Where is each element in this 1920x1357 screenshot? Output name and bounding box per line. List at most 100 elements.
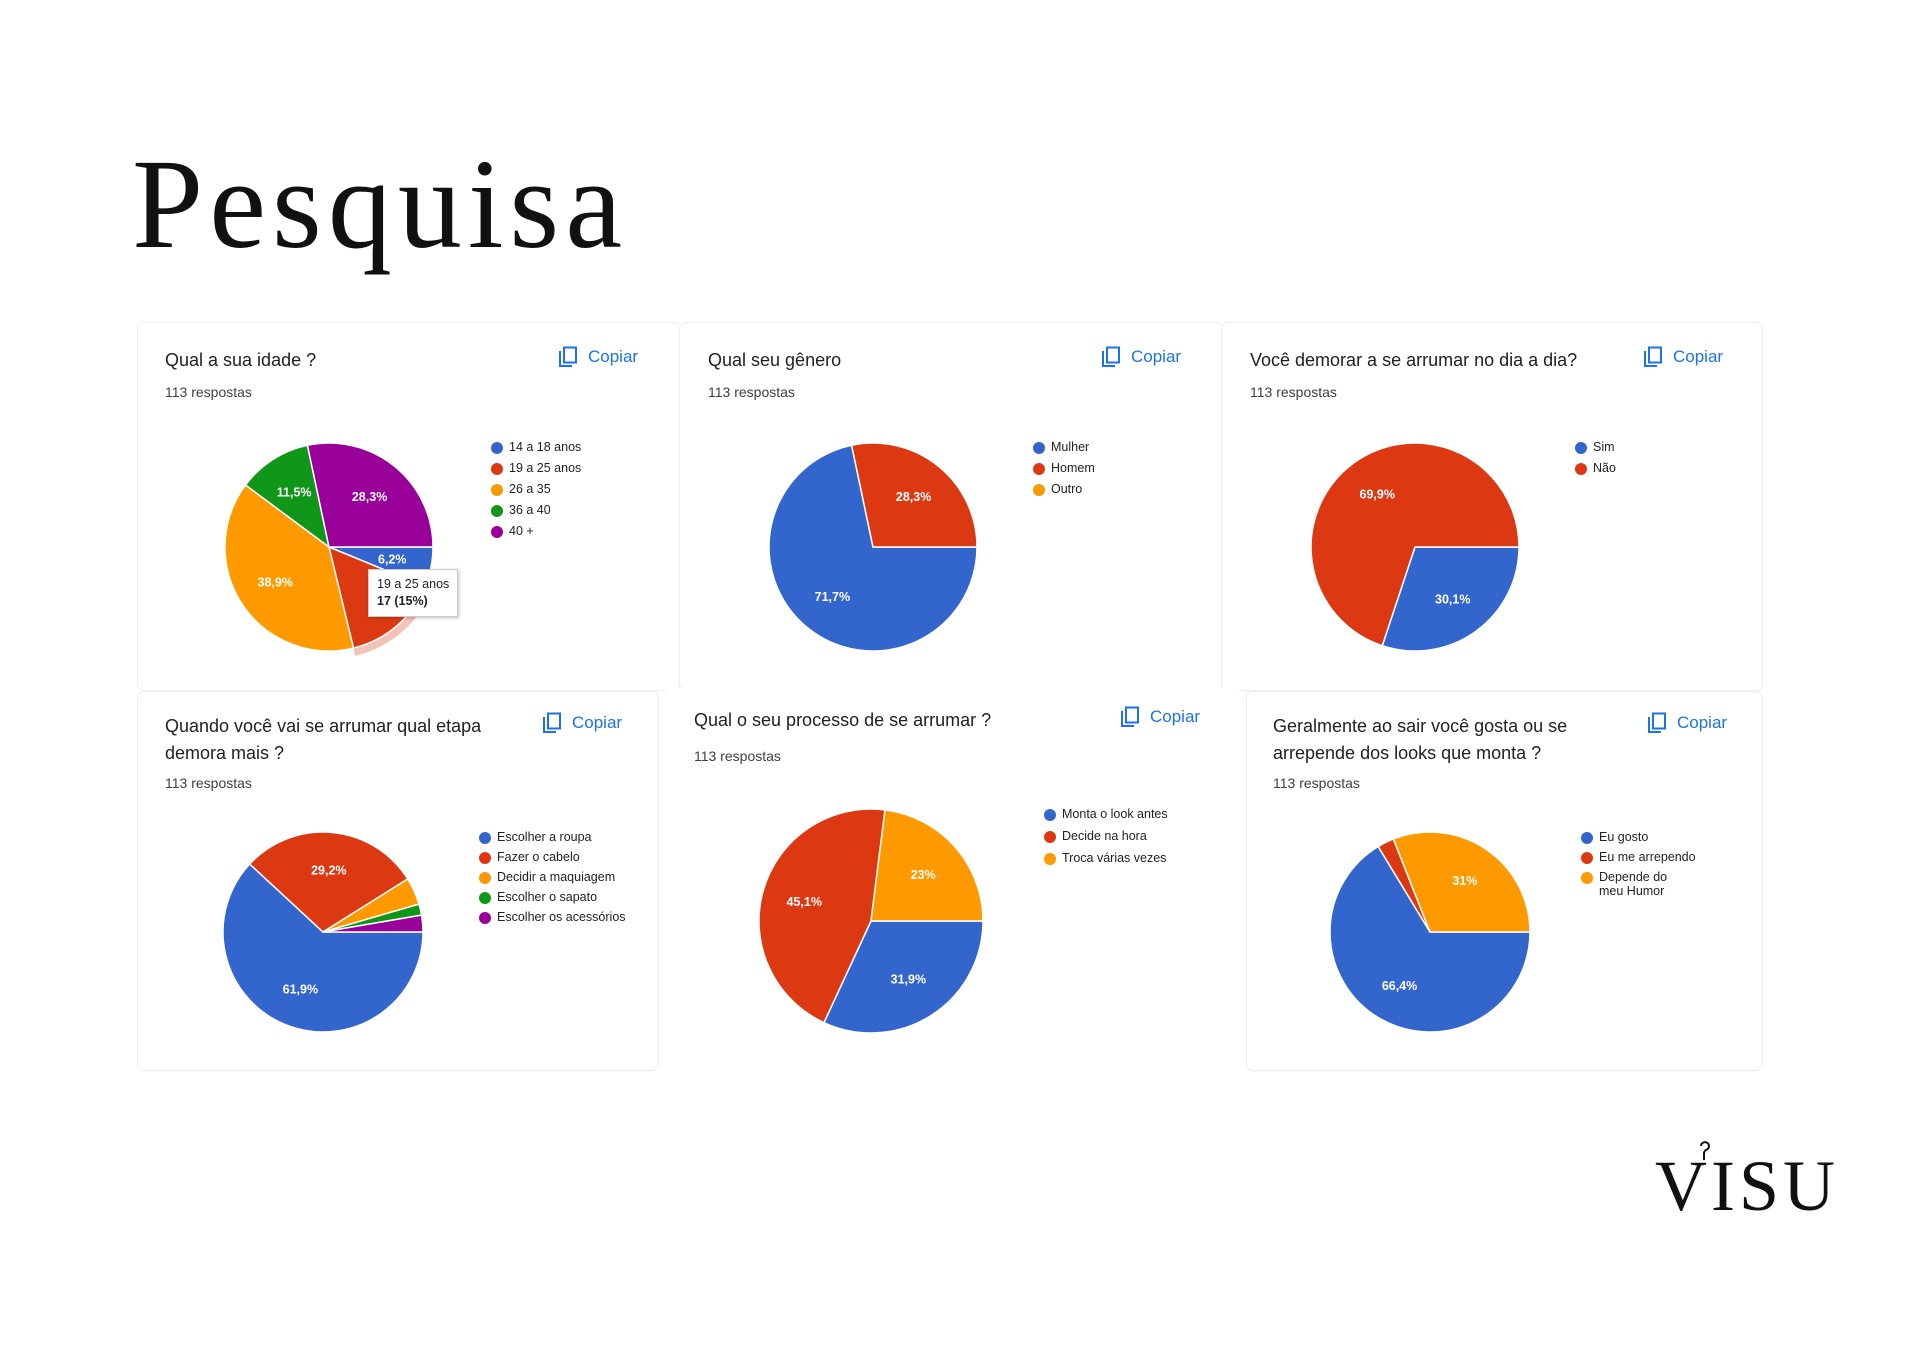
pie-slice[interactable] — [758, 808, 886, 1024]
pie-slice[interactable] — [870, 809, 984, 922]
legend-swatch — [479, 832, 491, 844]
slice-label: 31% — [1452, 874, 1477, 888]
legend-swatch — [1044, 853, 1056, 865]
response-count: 113 respostas — [694, 748, 781, 764]
legend-label: 19 a 25 anos — [509, 461, 582, 475]
legend-item[interactable]: 14 a 18 anos — [491, 440, 581, 461]
legend-item[interactable]: Depende do meu Humor — [1581, 870, 1696, 898]
legend-item[interactable]: Sim — [1575, 440, 1616, 461]
copy-label: Copiar — [1677, 713, 1728, 732]
pie-slice[interactable] — [222, 862, 424, 1033]
legend-swatch — [1044, 831, 1056, 843]
slice-label: 45,1% — [787, 895, 822, 909]
pie-slice[interactable] — [244, 444, 331, 549]
legend-item[interactable]: Monta o look antes — [1044, 807, 1168, 829]
legend-label: Decide na hora — [1062, 829, 1147, 843]
question-title: Qual a sua idade ? — [165, 350, 317, 370]
legend-swatch — [1033, 463, 1045, 475]
legend-item[interactable]: Outro — [1033, 482, 1095, 503]
question-title: Qual o seu processo de se arrumar ? — [694, 710, 992, 730]
copy-icon — [558, 346, 578, 368]
slice-tooltip: 19 a 25 anos 17 (15%) — [368, 569, 459, 617]
copy-label: Copiar — [1131, 347, 1182, 366]
legend-item[interactable]: Eu me arrependo — [1581, 850, 1696, 870]
pie-slice[interactable] — [850, 442, 978, 548]
legend-swatch — [479, 912, 491, 924]
copy-button[interactable]: Copiar — [558, 346, 638, 368]
legend-item[interactable]: Troca várias vezes — [1044, 851, 1168, 873]
slice-label: 28,3% — [896, 490, 931, 504]
legend: Mulher Homem Outro — [1033, 440, 1095, 503]
copy-button[interactable]: Copiar — [1101, 346, 1181, 368]
legend-label: Mulher — [1051, 440, 1090, 454]
legend-swatch — [491, 526, 503, 538]
legend-label: 26 a 35 — [509, 482, 551, 496]
legend-label: 40 + — [509, 524, 534, 538]
response-count: 113 respostas — [1250, 384, 1337, 400]
legend-item[interactable]: Não — [1575, 461, 1616, 482]
copy-button[interactable]: Copiar — [1647, 712, 1727, 734]
response-count: 113 respostas — [708, 384, 795, 400]
legend-swatch — [1033, 442, 1045, 454]
pie-slice[interactable] — [322, 914, 424, 933]
slice-label: 30,1% — [1435, 592, 1470, 606]
copy-button[interactable]: Copiar — [1643, 346, 1723, 368]
pie-slice[interactable] — [1310, 442, 1520, 647]
slice-label: 69,9% — [1360, 488, 1395, 502]
tooltip-category: 19 a 25 anos — [377, 577, 450, 591]
legend: 14 a 18 anos 19 a 25 anos 26 a 35 36 a 40 40… — [491, 440, 581, 545]
tooltip-value: 17 (15%) — [377, 594, 428, 608]
copy-label: Copiar — [1673, 347, 1724, 366]
legend-item[interactable]: 26 a 35 — [491, 482, 581, 503]
pie-slice[interactable] — [1392, 831, 1531, 933]
legend-item[interactable]: Escolher o sapato — [479, 890, 626, 910]
legend-item[interactable]: Eu gosto — [1581, 830, 1696, 850]
response-count: 113 respostas — [1273, 775, 1360, 791]
pie-chart: 66,4% 31% — [1329, 831, 1531, 1033]
legend-item[interactable]: Homem — [1033, 461, 1095, 482]
pie-slice[interactable] — [306, 442, 434, 548]
pie-slice[interactable] — [1381, 546, 1520, 652]
legend-label: Troca várias vezes — [1062, 851, 1167, 865]
legend-item[interactable]: Escolher a roupa — [479, 830, 626, 850]
legend: Escolher a roupa Fazer o cabelo Decidir a … — [479, 830, 626, 930]
legend-swatch — [1581, 832, 1593, 844]
copy-icon — [1120, 706, 1140, 728]
pie-slice[interactable] — [822, 920, 984, 1034]
legend-swatch — [491, 463, 503, 475]
copy-button[interactable]: Copiar — [1120, 706, 1200, 728]
legend-swatch — [491, 442, 503, 454]
legend-item[interactable]: 36 a 40 — [491, 503, 581, 524]
slice-label: 66,4% — [1382, 979, 1417, 993]
legend-item[interactable]: Fazer o cabelo — [479, 850, 626, 870]
pie-slice[interactable] — [248, 831, 409, 933]
slice-label: 61,9% — [283, 983, 318, 997]
pie-slice[interactable] — [224, 483, 355, 652]
legend-label: Não — [1593, 461, 1616, 475]
legend-item[interactable]: 19 a 25 anos — [491, 461, 581, 482]
legend-label: Sim — [1593, 440, 1615, 454]
legend-label: 36 a 40 — [509, 503, 551, 517]
question-title: Geralmente ao sair você gosta ou se arre… — [1273, 716, 1568, 763]
legend-swatch — [1581, 852, 1593, 864]
legend-label: 14 a 18 anos — [509, 440, 582, 454]
legend-item[interactable]: Escolher os acessórios — [479, 910, 626, 930]
legend-label: Escolher o sapato — [497, 890, 598, 904]
legend-item[interactable]: Mulher — [1033, 440, 1095, 461]
legend-swatch — [1033, 484, 1045, 496]
legend-item[interactable]: 40 + — [491, 524, 581, 545]
legend-label: Escolher os acessórios — [497, 910, 626, 924]
legend-swatch — [491, 505, 503, 517]
copy-button[interactable]: Copiar — [542, 712, 622, 734]
pie-chart: 30,1% 69,9% — [1310, 442, 1520, 652]
legend-item[interactable]: Decidir a maquiagem — [479, 870, 626, 890]
pie-slice[interactable] — [1329, 845, 1531, 1033]
legend-item[interactable]: Decide na hora — [1044, 829, 1168, 851]
legend-swatch — [491, 484, 503, 496]
legend-swatch — [1044, 809, 1056, 821]
slice-label: 11,5% — [277, 486, 312, 500]
legend-swatch — [479, 852, 491, 864]
pie-slice[interactable] — [768, 444, 978, 652]
legend-label: Outro — [1051, 482, 1083, 496]
question-title: Quando você vai se arrumar qual etapa de… — [165, 716, 482, 763]
